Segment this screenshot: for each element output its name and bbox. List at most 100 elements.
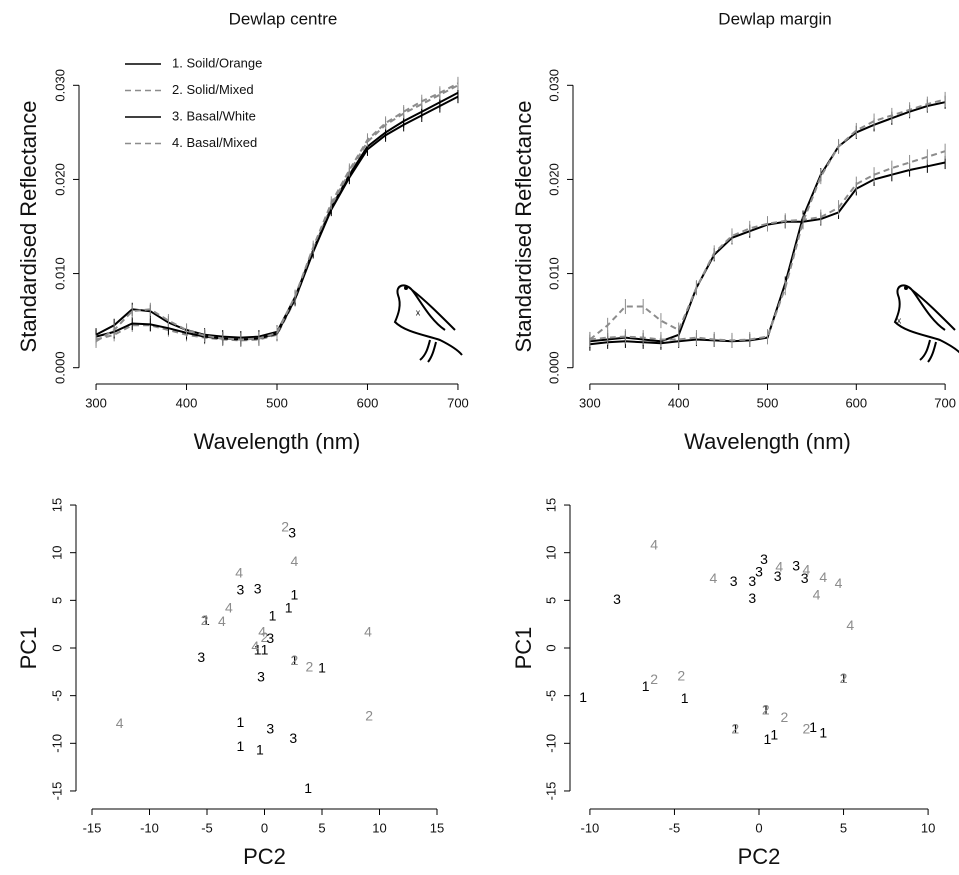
- y-tick-label: 0.000: [52, 351, 67, 384]
- point-marker: 3: [730, 573, 738, 589]
- x-tick-label: -10: [581, 820, 600, 835]
- point-marker: 4: [709, 570, 717, 586]
- legend-label: 4. Basal/Mixed: [172, 135, 257, 150]
- point-marker: 2: [201, 612, 209, 628]
- y-tick-label: -5: [543, 690, 558, 702]
- x-tick-label: 5: [318, 820, 325, 835]
- y-tick-label: 0.030: [546, 69, 561, 102]
- y-tick-label: 0.020: [546, 163, 561, 196]
- point-marker: 3: [760, 551, 768, 567]
- point-marker: 3: [792, 558, 800, 574]
- x-axis-label: PC2: [243, 844, 286, 869]
- y-tick-label: 10: [543, 545, 558, 559]
- y-tick-label: 15: [49, 498, 64, 512]
- point-marker: 3: [289, 730, 297, 746]
- point-marker: 3: [254, 581, 262, 597]
- point-marker: 1: [285, 600, 293, 616]
- y-tick-label: 10: [49, 545, 64, 559]
- point-marker: 2: [731, 721, 739, 737]
- y-tick-label: -15: [543, 782, 558, 801]
- lizard-icon: [393, 284, 463, 363]
- x-tick-label: 300: [85, 395, 107, 410]
- point-marker: 3: [748, 573, 756, 589]
- point-marker: 3: [613, 591, 621, 607]
- series-group: [589, 143, 946, 347]
- x-tick-label: 400: [668, 395, 690, 410]
- point-marker: 2: [762, 702, 770, 718]
- lizard-eye: [904, 286, 908, 290]
- point-marker: 1: [291, 586, 299, 602]
- x-tick-label: -5: [669, 820, 681, 835]
- point-marker: 4: [650, 537, 658, 553]
- series-line: [95, 82, 459, 343]
- point-marker: 4: [846, 617, 854, 633]
- y-tick-label: 5: [49, 597, 64, 604]
- point-marker: 4: [218, 613, 226, 629]
- point-marker: 3: [755, 563, 763, 579]
- y-tick-label: -5: [49, 690, 64, 702]
- point-marker: 1: [236, 738, 244, 754]
- point-marker: 3: [197, 649, 205, 665]
- point-marker: 2: [840, 670, 848, 686]
- point-marker: 2: [677, 667, 685, 683]
- point-marker: 4: [251, 638, 259, 654]
- legend-label: 3. Basal/White: [172, 108, 256, 123]
- x-tick-label: 700: [934, 395, 956, 410]
- chart-title: Dewlap margin: [718, 9, 831, 28]
- point-marker: 4: [835, 575, 843, 591]
- point-marker: 4: [775, 559, 783, 575]
- point-marker: 1: [318, 660, 326, 676]
- series-group: [589, 155, 946, 348]
- point-marker: 1: [291, 652, 299, 668]
- point-marker: 1: [256, 742, 264, 758]
- point-marker: 4: [225, 600, 233, 616]
- y-tick-label: 15: [543, 498, 558, 512]
- y-tick-label: 0: [543, 644, 558, 651]
- series-line: [95, 84, 459, 342]
- point-marker: 4: [235, 564, 243, 580]
- point-marker: 4: [116, 715, 124, 731]
- y-axis-label: PC1: [16, 627, 41, 670]
- x-axis-label: Wavelength (nm): [194, 429, 361, 454]
- x-axis-label: PC2: [738, 844, 781, 869]
- point-marker: 2: [650, 671, 658, 687]
- legend-label: 1. Soild/Orange: [172, 55, 262, 70]
- y-tick-label: 0: [49, 644, 64, 651]
- point-marker: 4: [258, 623, 266, 639]
- x-tick-label: 10: [921, 820, 935, 835]
- legend-label: 2. Solid/Mixed: [172, 82, 254, 97]
- point-marker: 1: [579, 689, 587, 705]
- x-tick-label: 500: [266, 395, 288, 410]
- point-marker: 1: [762, 702, 770, 718]
- point-marker: 3: [288, 524, 296, 540]
- point-marker: 2: [291, 652, 299, 668]
- lizard-marker: x: [897, 315, 902, 325]
- x-tick-label: 0: [261, 820, 268, 835]
- point-marker: 1: [236, 714, 244, 730]
- series-group: [95, 76, 459, 348]
- point-marker: 3: [236, 582, 244, 598]
- point-marker: 1: [681, 690, 689, 706]
- x-tick-label: 5: [840, 820, 847, 835]
- chart-title: Dewlap centre: [229, 9, 338, 28]
- x-tick-label: -10: [140, 820, 159, 835]
- point-marker: 4: [813, 586, 821, 602]
- x-tick-label: 300: [579, 395, 601, 410]
- x-axis-label: Wavelength (nm): [684, 429, 851, 454]
- point-marker: 4: [802, 562, 810, 578]
- lizard-icon: [893, 284, 959, 363]
- x-tick-label: 600: [845, 395, 867, 410]
- x-tick-label: 700: [447, 395, 469, 410]
- x-tick-label: 600: [357, 395, 379, 410]
- x-tick-label: 400: [176, 395, 198, 410]
- x-tick-label: 500: [757, 395, 779, 410]
- point-marker: 4: [291, 553, 299, 569]
- point-marker: 1: [261, 642, 269, 658]
- point-marker: 3: [801, 570, 809, 586]
- point-marker: 2: [802, 721, 810, 737]
- point-marker: 4: [819, 569, 827, 585]
- lizard-marker: x: [416, 307, 421, 317]
- point-marker: 3: [748, 590, 756, 606]
- y-axis-label: Standardised Reflectance: [511, 101, 536, 353]
- point-marker: 1: [764, 731, 772, 747]
